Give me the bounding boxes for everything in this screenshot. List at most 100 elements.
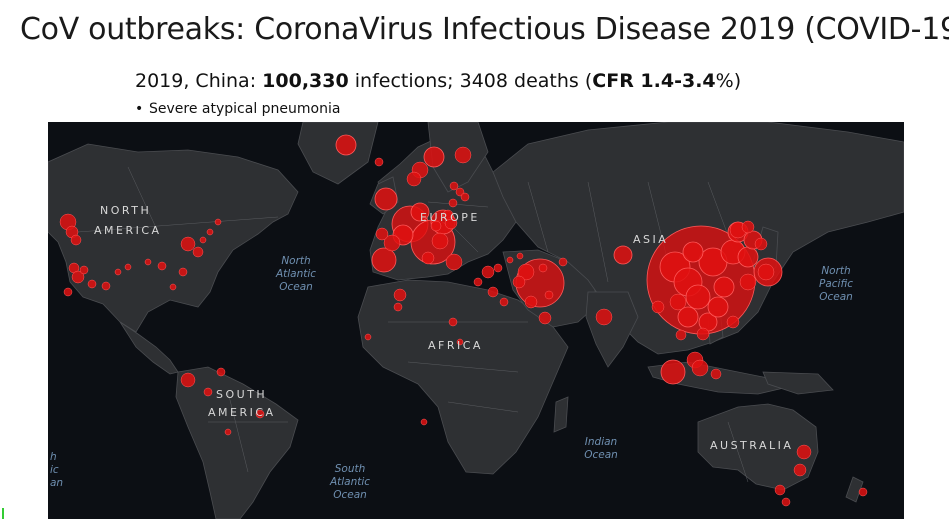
outbreak-bubble[interactable] (371, 247, 397, 273)
outbreak-bubble[interactable] (793, 463, 807, 477)
outbreak-bubble[interactable] (517, 263, 535, 281)
landmass-north-america (48, 143, 299, 333)
outbreak-bubble[interactable] (487, 286, 499, 298)
ocean-label: Ocean (819, 291, 853, 303)
outbreak-bubble[interactable] (613, 245, 633, 265)
outbreak-bubble[interactable] (595, 308, 613, 326)
outbreak-bubble[interactable] (144, 258, 152, 266)
outbreak-bubble[interactable] (101, 281, 111, 291)
cfr-value: CFR 1.4-3.4 (592, 70, 716, 92)
outbreak-bubble[interactable] (516, 252, 524, 260)
outbreak-bubble[interactable] (383, 234, 401, 252)
outbreak-bubble[interactable] (707, 296, 729, 318)
landmass-new-guinea (762, 371, 834, 395)
outbreak-bubble[interactable] (781, 497, 791, 507)
ocean-label: Pacific (819, 278, 853, 290)
outbreak-bubble[interactable] (713, 276, 735, 298)
outbreak-bubble[interactable] (420, 418, 428, 426)
outbreak-bubble[interactable] (651, 300, 665, 314)
outbreak-bubble[interactable] (473, 277, 483, 287)
outbreak-bubble[interactable] (157, 261, 167, 271)
outbreak-bubble[interactable] (538, 311, 552, 325)
landmass-madagascar (553, 396, 569, 433)
outbreak-bubble[interactable] (169, 283, 177, 291)
outbreak-bubble[interactable] (524, 295, 538, 309)
outbreak-bubble[interactable] (216, 367, 226, 377)
continent-label: NORTH (100, 204, 151, 217)
outbreak-bubble[interactable] (199, 236, 207, 244)
outbreak-bubble[interactable] (538, 263, 548, 273)
outbreak-bubble[interactable] (726, 315, 740, 329)
outbreak-bubble[interactable] (858, 487, 868, 497)
outbreak-bubble[interactable] (741, 220, 755, 234)
outbreak-bubble[interactable] (423, 146, 445, 168)
outbreak-bubble[interactable] (180, 372, 196, 388)
outbreak-bubble[interactable] (178, 267, 188, 277)
map-labels: NORTH AMERICA EUROPE ASIA AFRICA SOUTH AMERICA… (50, 204, 853, 501)
outbreak-bubble[interactable] (685, 284, 711, 310)
outbreak-bubble[interactable] (421, 251, 435, 265)
outbreak-bubble[interactable] (506, 256, 514, 264)
infections-count: 100,330 (262, 70, 349, 92)
outbreak-bubble[interactable] (180, 236, 196, 252)
outbreak-bubble[interactable] (454, 146, 472, 164)
outbreak-bubble[interactable] (493, 263, 503, 273)
ocean-label: Ocean (279, 281, 313, 293)
outbreak-bubble[interactable] (481, 265, 495, 279)
outbreak-bubble[interactable] (442, 209, 454, 221)
outbreak-bubble[interactable] (669, 293, 687, 311)
outbreak-bubble[interactable] (448, 198, 458, 208)
outbreak-bubble[interactable] (63, 287, 73, 297)
outbreak-bubble[interactable] (255, 409, 265, 419)
outbreak-bubble[interactable] (499, 297, 509, 307)
outbreak-bubble[interactable] (710, 368, 722, 380)
outbreak-bubble[interactable] (677, 306, 699, 328)
outbreak-bubble[interactable] (696, 327, 710, 341)
outbreak-bubble[interactable] (512, 275, 526, 289)
outbreak-bubble[interactable] (87, 279, 97, 289)
ocean-label: h (50, 451, 57, 463)
ocean-label: Atlantic (329, 476, 370, 488)
outbreak-bubble[interactable] (796, 444, 812, 460)
outbreak-bubble[interactable] (431, 232, 449, 250)
outbreak-bubble[interactable] (71, 270, 85, 284)
outbreak-bubble[interactable] (449, 181, 459, 191)
bullet-item: • Severe atypical pneumonia (135, 101, 340, 117)
outbreak-bubble[interactable] (675, 329, 687, 341)
outbreak-bubble[interactable] (448, 317, 458, 327)
outbreak-bubble[interactable] (224, 428, 232, 436)
outbreak-bubble[interactable] (757, 263, 775, 281)
outbreak-bubble[interactable] (203, 387, 213, 397)
outbreak-bubble[interactable] (410, 202, 430, 222)
outbreak-bubble[interactable] (558, 257, 568, 267)
outbreak-bubble[interactable] (364, 333, 372, 341)
outbreak-bubble[interactable] (393, 302, 403, 312)
outbreak-bubbles (59, 134, 868, 507)
outbreak-bubble[interactable] (335, 134, 357, 156)
outbreak-bubble[interactable] (691, 359, 709, 377)
outbreak-bubble[interactable] (660, 359, 686, 385)
outbreak-bubble[interactable] (206, 228, 214, 236)
outbreak-bubble[interactable] (79, 265, 89, 275)
outbreak-bubble[interactable] (406, 171, 422, 187)
outbreak-bubble[interactable] (754, 237, 768, 251)
outbreak-bubble[interactable] (774, 484, 786, 496)
outbreak-bubble[interactable] (70, 234, 82, 246)
continent-label: AFRICA (428, 339, 483, 352)
outbreak-bubble[interactable] (375, 227, 389, 241)
outbreak-bubble[interactable] (430, 220, 442, 232)
outbreak-bubble[interactable] (456, 338, 464, 346)
outbreak-bubble[interactable] (214, 218, 222, 226)
outbreak-bubble[interactable] (544, 290, 554, 300)
outbreak-bubble[interactable] (460, 192, 470, 202)
outbreak-bubble[interactable] (682, 241, 704, 263)
outbreak-bubble[interactable] (374, 157, 384, 167)
outbreak-bubble[interactable] (393, 288, 407, 302)
outbreak-bubble[interactable] (737, 246, 759, 268)
outbreak-bubble[interactable] (445, 253, 463, 271)
outbreak-bubble[interactable] (192, 246, 204, 258)
outbreak-bubble[interactable] (114, 268, 122, 276)
outbreak-bubble[interactable] (739, 273, 757, 291)
outbreak-bubble[interactable] (374, 187, 398, 211)
outbreak-bubble[interactable] (124, 263, 132, 271)
